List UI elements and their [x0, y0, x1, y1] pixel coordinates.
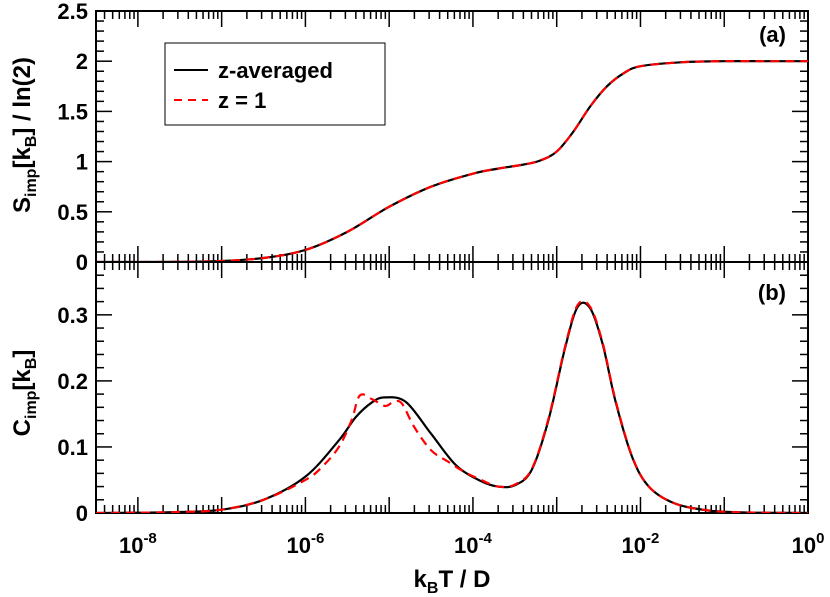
panel-label-b: (b): [758, 280, 786, 305]
panel-b: 0 0.1 0.2 0.3 10-8 10-6 10-4 10-2 100: [57, 261, 825, 558]
ylabel-a: Simp[kB] / ln(2): [9, 57, 40, 213]
ylabel-b-main: C: [9, 419, 36, 436]
xtick-label: 10-4: [454, 530, 492, 558]
ytick-label-a: 0.5: [57, 200, 88, 225]
legend-box: [164, 42, 386, 126]
ytick-label-b: 0.2: [57, 369, 88, 394]
xlabel: kBT / D: [414, 566, 491, 597]
ytick-label-a: 1: [76, 150, 88, 175]
panel-label-a: (a): [759, 22, 786, 47]
xtick-label: 10-6: [286, 530, 324, 558]
ytick-label-a: 2.5: [57, 0, 88, 24]
ylabel-a-sub: imp: [23, 168, 40, 197]
ylabel-a-rest1: [k: [9, 147, 36, 169]
series-line-b-z-averaged: [96, 301, 808, 513]
ytick-label-a: 1.5: [57, 99, 88, 124]
ytick-label-a: 2: [76, 49, 88, 74]
ytick-label-a: 0: [76, 250, 88, 275]
xtick-label: 100: [792, 530, 825, 558]
ylabel-a-sub2: B: [23, 136, 40, 148]
plot-frame-b: [95, 261, 809, 514]
ylabel-b-sub2: B: [23, 358, 40, 370]
ylabel-b: Cimp[kB]: [9, 350, 40, 437]
legend: z-averaged z = 1: [164, 42, 386, 126]
ylabel-b-rest2: ]: [9, 350, 36, 358]
xtick-label: 10-2: [622, 530, 660, 558]
xlabel-main: k: [414, 566, 428, 593]
ylabel-b-sub: imp: [23, 390, 40, 419]
panel-a: 0 0.5 1 1.5 2 2.5: [57, 0, 809, 275]
legend-label-z1: z = 1: [218, 88, 266, 113]
xlabel-sub: B: [427, 580, 439, 597]
legend-label-z-averaged: z-averaged: [218, 58, 333, 83]
ytick-label-b: 0.1: [57, 435, 88, 460]
ytick-label-b: 0.3: [57, 303, 88, 328]
ylabel-b-rest1: [k: [9, 369, 36, 391]
ylabel-a-rest2: ] / ln(2): [9, 57, 36, 136]
series-line-a-z1: [96, 60, 808, 262]
xtick-label: 10-8: [119, 530, 157, 558]
series-line-b-z1: [96, 299, 808, 513]
ylabel-a-main: S: [9, 197, 36, 213]
ytick-label-b: 0: [76, 501, 88, 526]
xlabel-rest: T / D: [438, 566, 490, 593]
